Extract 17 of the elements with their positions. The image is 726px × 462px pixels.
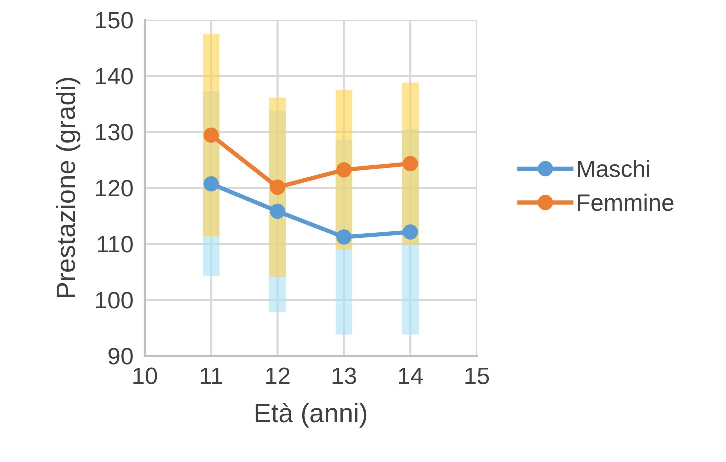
legend-label: Femmine	[578, 194, 674, 212]
y-tick-label: 120	[96, 180, 133, 197]
y-tick-label: 110	[98, 236, 133, 253]
y-tick-label: 100	[96, 292, 133, 309]
x-tick-label: 11	[200, 368, 223, 384]
legend-label: Maschi	[578, 160, 650, 178]
x-tick-label: 10	[134, 368, 158, 384]
x-tick-label: 14	[399, 368, 424, 384]
y-tick-label: 130	[96, 124, 133, 141]
x-tick-label: 15	[466, 368, 490, 384]
x-tick-label: 13	[332, 368, 356, 384]
y-tick-label: 140	[96, 68, 133, 85]
y-tick-label: 150	[96, 12, 133, 29]
x-axis-title: Età (anni)	[256, 403, 367, 428]
y-tick-label: 90	[108, 348, 133, 365]
x-tick-label: 12	[266, 368, 290, 384]
y-axis-title: Prestazione (gradi)	[56, 78, 81, 298]
